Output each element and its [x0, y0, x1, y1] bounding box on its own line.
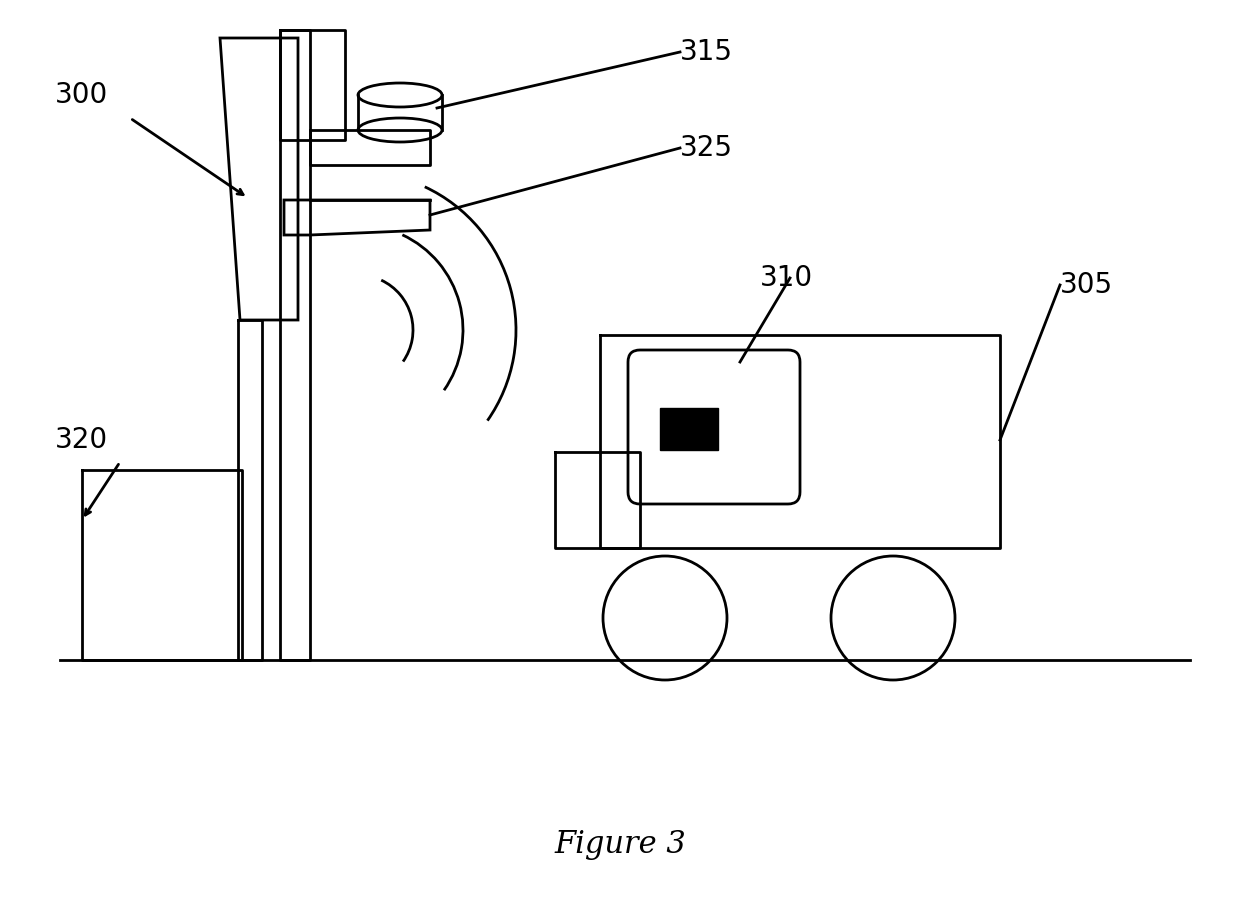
Text: 300: 300 — [55, 81, 108, 109]
Text: 305: 305 — [1060, 271, 1114, 299]
Text: Figure 3: Figure 3 — [554, 830, 686, 861]
Text: 325: 325 — [680, 134, 733, 162]
Text: 310: 310 — [760, 264, 813, 292]
Text: 320: 320 — [55, 426, 108, 454]
Text: 315: 315 — [680, 38, 733, 66]
Polygon shape — [660, 408, 718, 450]
